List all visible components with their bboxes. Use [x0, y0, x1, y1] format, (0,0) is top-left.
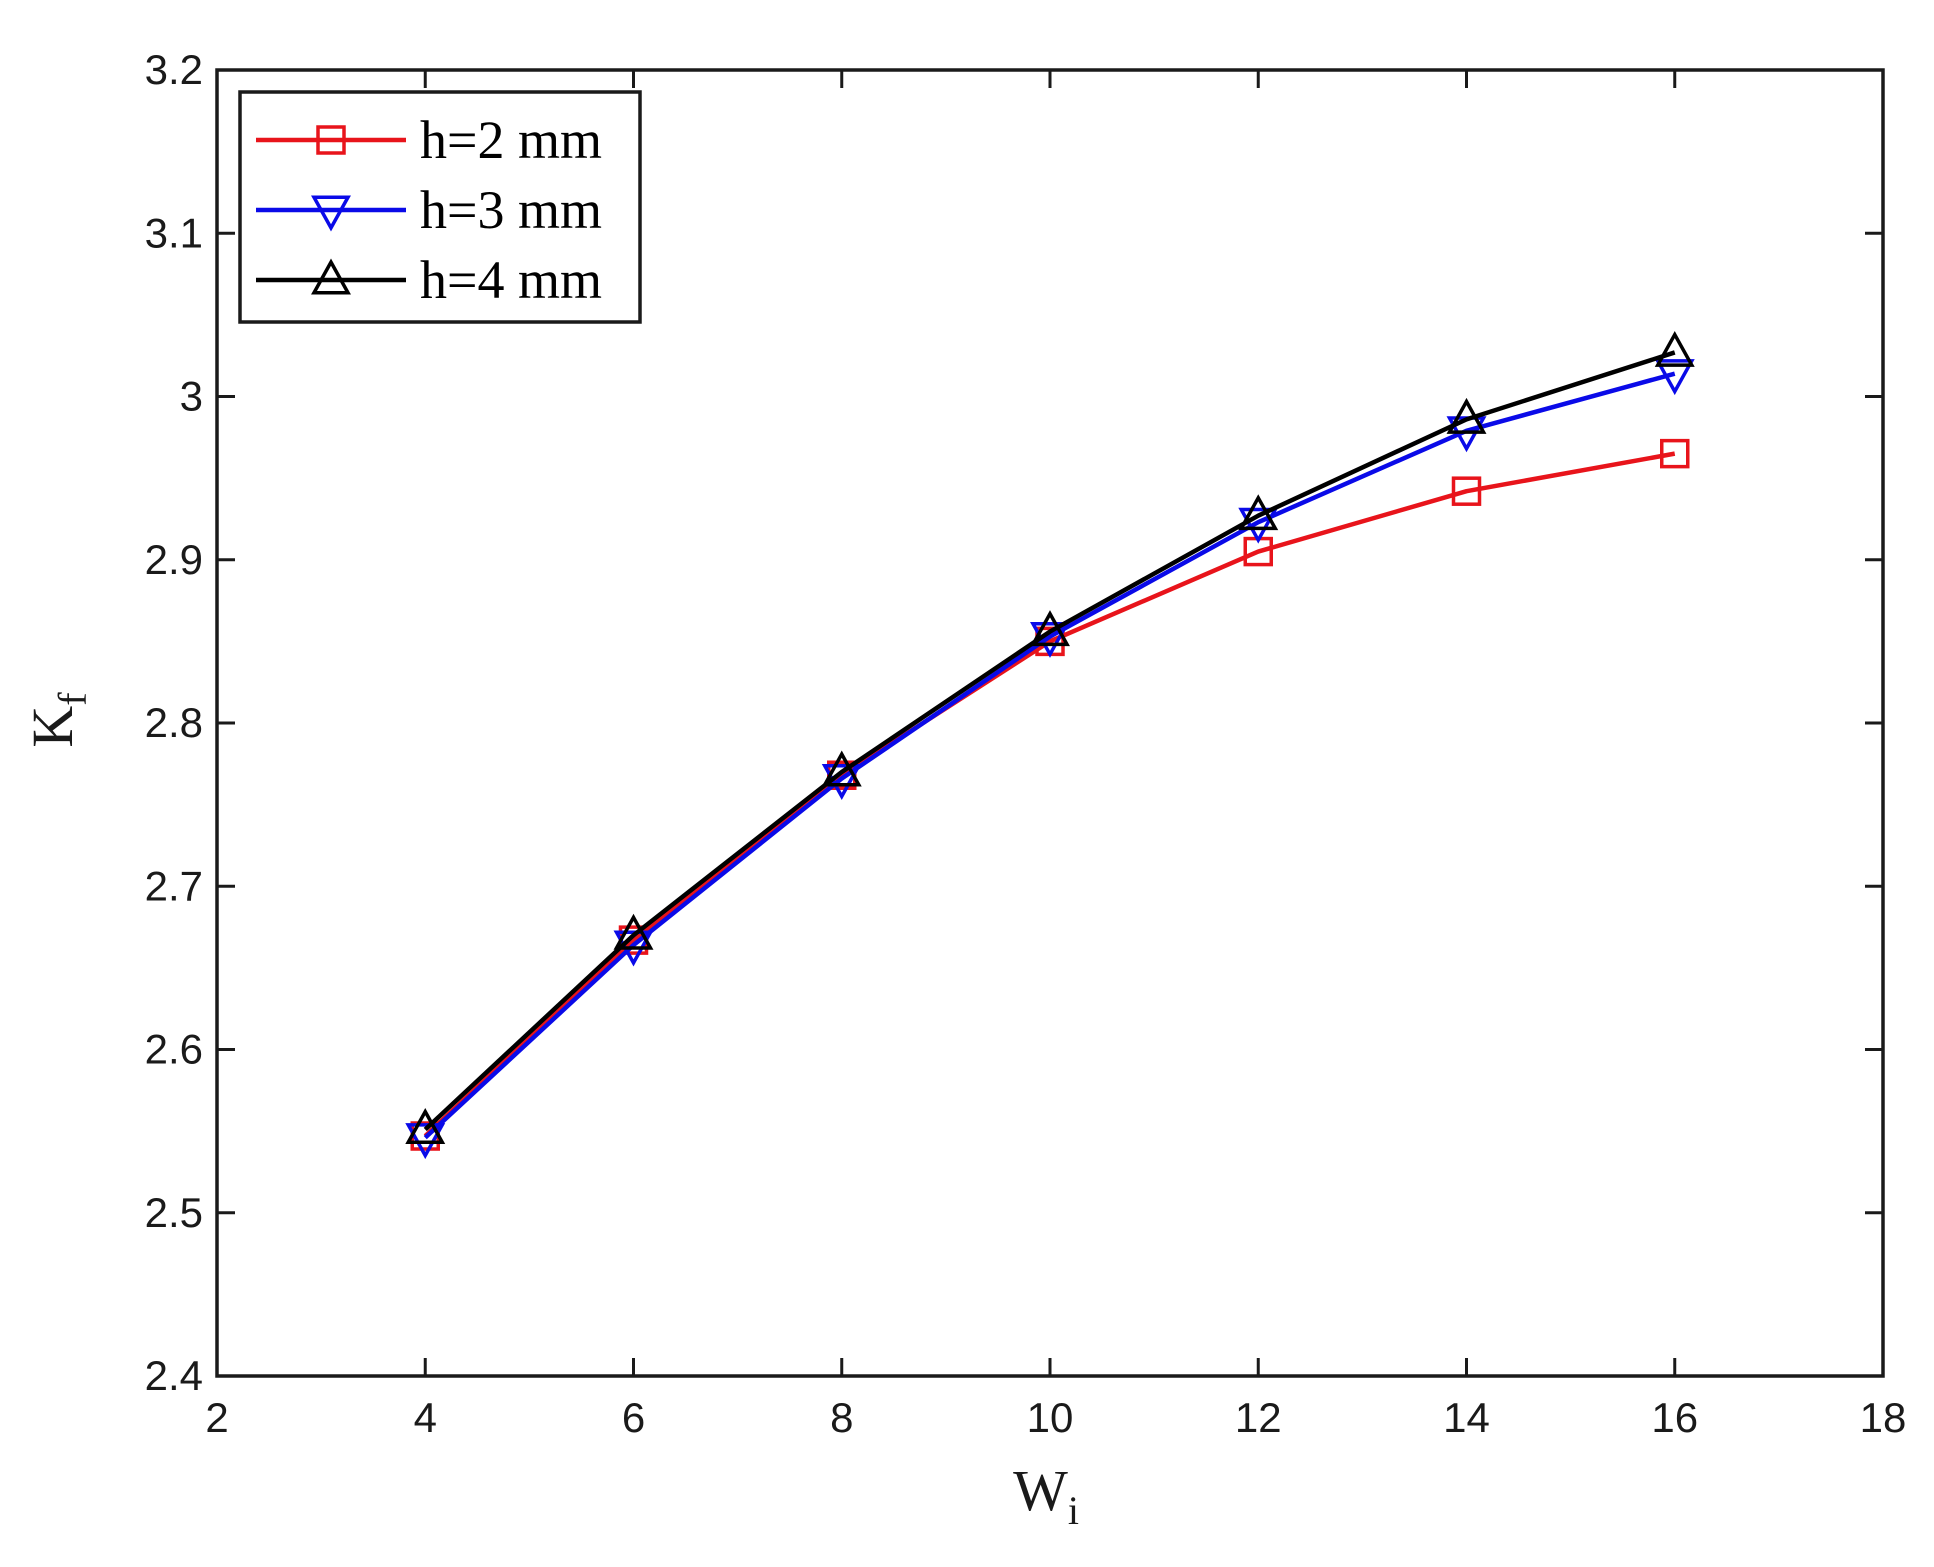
y-tick-label: 2.8	[145, 699, 203, 746]
y-axis-label: Kf	[20, 692, 95, 748]
data-point	[1238, 494, 1279, 531]
data-point	[821, 750, 862, 787]
legend-label: h=4 mm	[420, 250, 602, 310]
y-tick-label: 2.9	[145, 536, 203, 583]
y-axis-label-main: K	[20, 706, 85, 748]
x-tick-label: 14	[1443, 1394, 1490, 1441]
legend-entry-1: h=2 mm	[256, 110, 602, 170]
data-point	[405, 1108, 446, 1144]
y-tick-label: 3.2	[145, 46, 203, 93]
data-point	[1030, 610, 1070, 647]
y-tick-label: 3.1	[145, 209, 203, 256]
legend-entry-3: h=4 mm	[256, 250, 602, 310]
series-line	[423, 350, 1676, 1132]
y-tick-label: 2.7	[145, 862, 203, 909]
x-tick-label: 16	[1651, 1394, 1698, 1441]
legend-marker	[316, 125, 346, 155]
data-point	[613, 913, 654, 950]
y-tick-label: 2.5	[145, 1189, 203, 1236]
x-tick-label: 4	[414, 1394, 437, 1441]
x-axis-label: Wi	[1013, 1458, 1079, 1533]
legend-label: h=3 mm	[420, 180, 602, 240]
x-tick-label: 8	[830, 1394, 853, 1441]
y-axis-label-sub: f	[50, 692, 95, 706]
data-point	[1654, 330, 1695, 367]
series-line	[423, 451, 1676, 1138]
legend-marker	[311, 195, 351, 232]
legend: h=2 mm h=3 mm h=4 mm	[238, 90, 642, 324]
data-point	[1654, 359, 1695, 396]
x-axis-label-main: W	[1013, 1458, 1068, 1523]
y-tick-label: 2.6	[145, 1026, 203, 1073]
y-tick-label: 3	[180, 373, 203, 420]
data-point	[1238, 507, 1279, 544]
x-axis-label-sub: i	[1068, 1488, 1079, 1533]
data-point	[405, 1123, 446, 1160]
data-point	[1451, 476, 1482, 506]
legend-marker	[311, 258, 351, 295]
x-tick-label: 12	[1235, 1394, 1282, 1441]
legend-label: h=2 mm	[420, 110, 602, 170]
legend-entry-2: h=3 mm	[256, 180, 602, 240]
series-3	[405, 330, 1695, 1144]
x-tick-label: 2	[205, 1394, 228, 1441]
plot-frame	[215, 68, 1885, 1378]
data-point	[1660, 438, 1690, 469]
tick-labels: 2 4 6 8 10 12 14 16 18 2.4 2.5 2.6 2.7 2.8 2.9 3 3.1 3.2	[145, 46, 1907, 1441]
legend-box	[238, 90, 642, 324]
x-tick-label: 6	[622, 1394, 645, 1441]
series-layer	[405, 330, 1695, 1160]
y-tick-label: 2.4	[145, 1352, 203, 1399]
x-tick-label: 18	[1860, 1394, 1907, 1441]
x-tick-label: 10	[1027, 1394, 1074, 1441]
data-point	[1446, 397, 1487, 434]
